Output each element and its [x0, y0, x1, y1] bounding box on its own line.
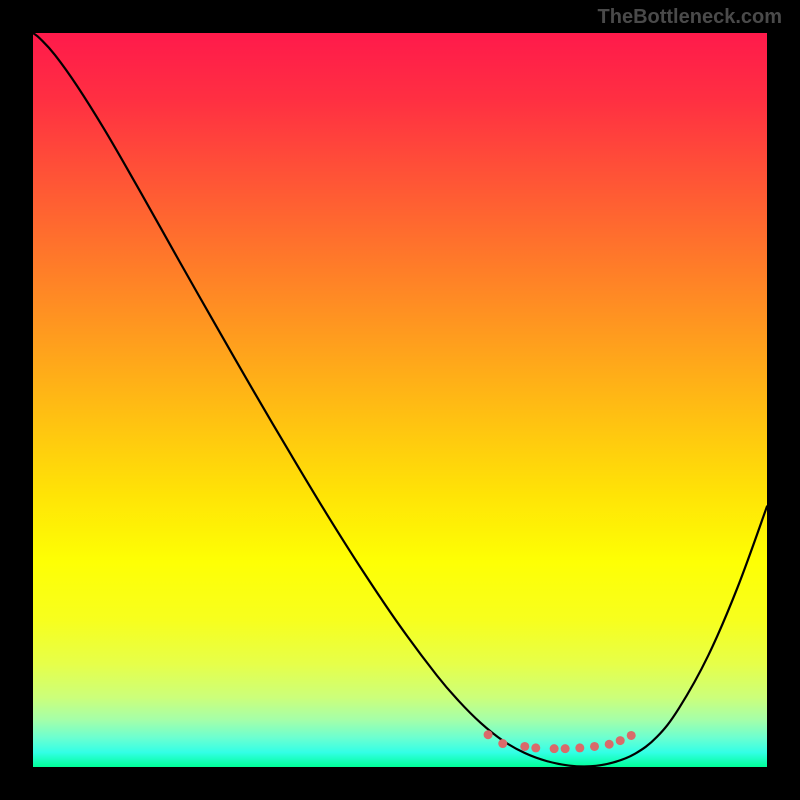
marker-dot: [627, 731, 636, 740]
chart-plot-area: [33, 33, 767, 767]
marker-dot: [531, 743, 540, 752]
chart-background: [33, 33, 767, 767]
marker-dot: [484, 730, 493, 739]
marker-dot: [550, 744, 559, 753]
watermark-text: TheBottleneck.com: [598, 6, 782, 29]
marker-dot: [498, 739, 507, 748]
chart-svg: [33, 33, 767, 767]
marker-dot: [561, 744, 570, 753]
marker-dot: [575, 743, 584, 752]
marker-dot: [590, 742, 599, 751]
marker-dot: [520, 742, 529, 751]
marker-dot: [605, 740, 614, 749]
marker-dot: [616, 736, 625, 745]
